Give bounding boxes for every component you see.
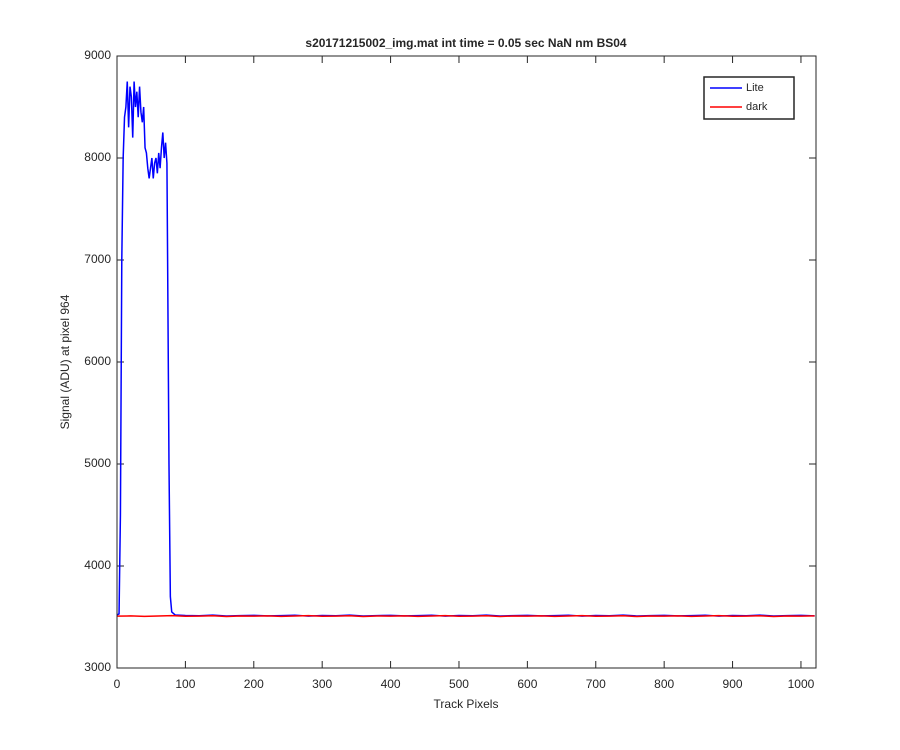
x-tick-label: 200 [244, 677, 264, 691]
y-tick-label: 4000 [84, 558, 111, 572]
x-tick-label: 500 [449, 677, 469, 691]
legend-box [703, 76, 795, 120]
x-tick-label: 900 [723, 677, 743, 691]
line-series [116, 614, 815, 618]
y-tick-label: 8000 [84, 150, 111, 164]
x-tick-label: 700 [586, 677, 606, 691]
y-axis-label: Signal (ADU) at pixel 964 [58, 294, 72, 429]
x-axis-label: Track Pixels [434, 697, 499, 711]
y-tick-label: 9000 [84, 48, 111, 62]
y-tick-label: 6000 [84, 354, 111, 368]
y-tick-label: 5000 [84, 456, 111, 470]
plot-area [117, 56, 816, 668]
x-tick-label: 600 [517, 677, 537, 691]
chart-title: s20171215002_img.mat int time = 0.05 sec… [305, 36, 627, 50]
x-tick-label: 1000 [788, 677, 815, 691]
axes-box [116, 55, 817, 669]
x-tick-label: 800 [654, 677, 674, 691]
y-tick-label: 7000 [84, 252, 111, 266]
legend-label: Lite [746, 82, 764, 94]
x-tick-label: 0 [114, 677, 121, 691]
x-tick-label: 400 [381, 677, 401, 691]
x-tick-label: 100 [175, 677, 195, 691]
x-tick-label: 300 [312, 677, 332, 691]
y-tick-label: 3000 [84, 660, 111, 674]
legend-label: dark [746, 101, 768, 113]
